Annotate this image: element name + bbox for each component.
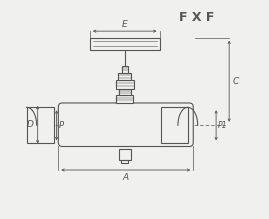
Text: P: P: [59, 121, 64, 130]
FancyBboxPatch shape: [118, 72, 131, 80]
FancyBboxPatch shape: [122, 66, 128, 72]
Text: F X F: F X F: [179, 11, 214, 23]
Text: C: C: [233, 77, 239, 86]
Text: E: E: [122, 19, 128, 28]
FancyBboxPatch shape: [116, 80, 134, 89]
FancyBboxPatch shape: [90, 38, 160, 50]
FancyBboxPatch shape: [119, 149, 131, 160]
FancyBboxPatch shape: [161, 107, 188, 143]
FancyBboxPatch shape: [116, 95, 133, 103]
FancyBboxPatch shape: [27, 107, 54, 143]
Text: A: A: [123, 173, 129, 182]
FancyBboxPatch shape: [121, 160, 128, 163]
Text: P1: P1: [218, 121, 228, 130]
FancyBboxPatch shape: [58, 103, 193, 147]
Text: D: D: [27, 120, 34, 129]
FancyBboxPatch shape: [119, 89, 130, 95]
